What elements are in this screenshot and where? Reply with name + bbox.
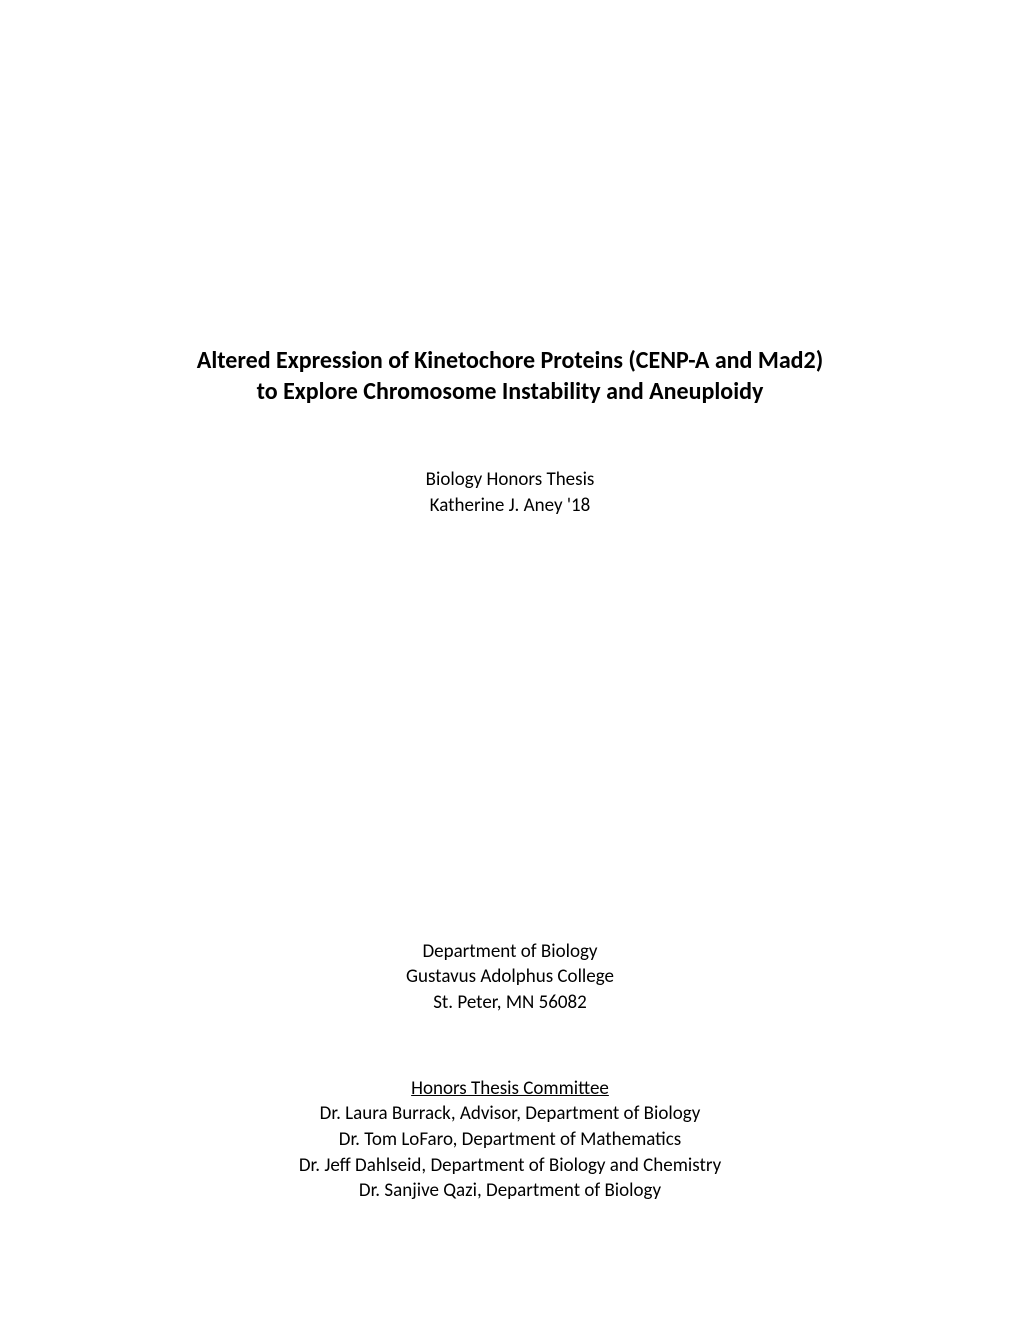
committee-member: Dr. Laura Burrack, Advisor, Department o… [120,1101,900,1127]
department-name: Department of Biology [120,939,900,965]
committee-heading: Honors Thesis Committee [120,1076,900,1102]
title-line-1: Altered Expression of Kinetochore Protei… [120,345,900,376]
college-name: Gustavus Adolphus College [120,964,900,990]
committee-block: Honors Thesis Committee Dr. Laura Burrac… [120,1076,900,1204]
title-block: Altered Expression of Kinetochore Protei… [120,345,900,407]
committee-member: Dr. Sanjive Qazi, Department of Biology [120,1178,900,1204]
location: St. Peter, MN 56082 [120,990,900,1016]
thesis-type: Biology Honors Thesis [120,467,900,493]
department-block: Department of Biology Gustavus Adolphus … [120,939,900,1016]
thesis-title-page: Altered Expression of Kinetochore Protei… [0,0,1020,1320]
title-line-2: to Explore Chromosome Instability and An… [120,376,900,407]
subtitle-block: Biology Honors Thesis Katherine J. Aney … [120,467,900,518]
author-name: Katherine J. Aney '18 [120,493,900,519]
committee-member: Dr. Jeff Dahlseid, Department of Biology… [120,1153,900,1179]
committee-member: Dr. Tom LoFaro, Department of Mathematic… [120,1127,900,1153]
